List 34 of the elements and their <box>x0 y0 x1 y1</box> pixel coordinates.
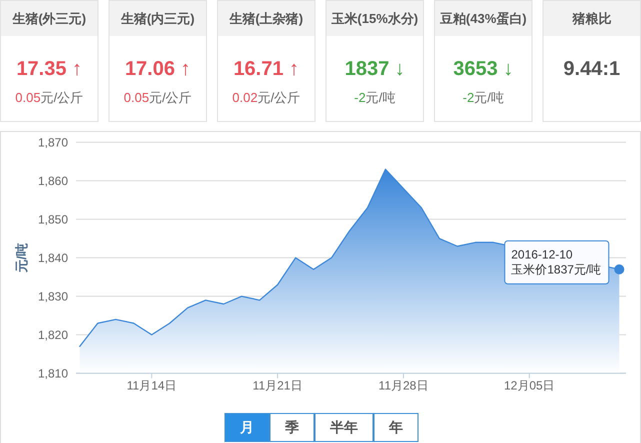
y-tick-label: 1,860 <box>38 174 68 188</box>
text: 0.05元/公斤 <box>124 90 192 105</box>
x-tick-label: 11月21日 <box>252 378 302 392</box>
y-tick-label: 1,830 <box>38 289 68 304</box>
text: 0.02元/公斤 <box>232 90 300 105</box>
text: 月 <box>239 419 254 435</box>
text: 生猪(外三元) <box>11 11 86 26</box>
y-tick-label: 1,840 <box>38 250 68 265</box>
text: 3653 ↓ <box>453 58 514 80</box>
y-tick-label: 1,850 <box>38 212 68 226</box>
text: 豆粕(43%蛋白) <box>438 11 527 26</box>
text: 年 <box>388 419 403 435</box>
y-axis-title: 元/吨 <box>14 242 29 274</box>
text: 17.35 ↑ <box>16 58 82 80</box>
x-tick-label: 11月14日 <box>126 378 177 392</box>
text: 玉米(15%水分) <box>330 11 418 26</box>
text: 1837 ↓ <box>344 58 405 80</box>
text: 17.06 ↑ <box>124 58 191 80</box>
text: 半年 <box>329 419 358 435</box>
text: -2元/吨 <box>354 90 396 105</box>
y-tick-label: 1,870 <box>38 135 68 150</box>
text: 季 <box>284 419 299 435</box>
text: 9.44:1 <box>563 58 620 80</box>
text: -2元/吨 <box>462 90 504 105</box>
text: 生猪(内三元) <box>120 11 195 26</box>
annotation: 2016-12-10 玉米价1837元/吨 <box>511 247 602 276</box>
x-tick-label: 12月05日 <box>504 378 555 392</box>
y-tick-label: 1,820 <box>38 328 68 342</box>
text: 猪粮比 <box>571 11 612 26</box>
text: 16.71 ↑ <box>233 58 300 80</box>
text: 0.05元/公斤 <box>15 90 84 105</box>
y-tick-label: 1,810 <box>38 366 68 380</box>
x-tick-label: 11月28日 <box>378 378 428 392</box>
text: 生猪(土杂猪) <box>228 11 304 26</box>
